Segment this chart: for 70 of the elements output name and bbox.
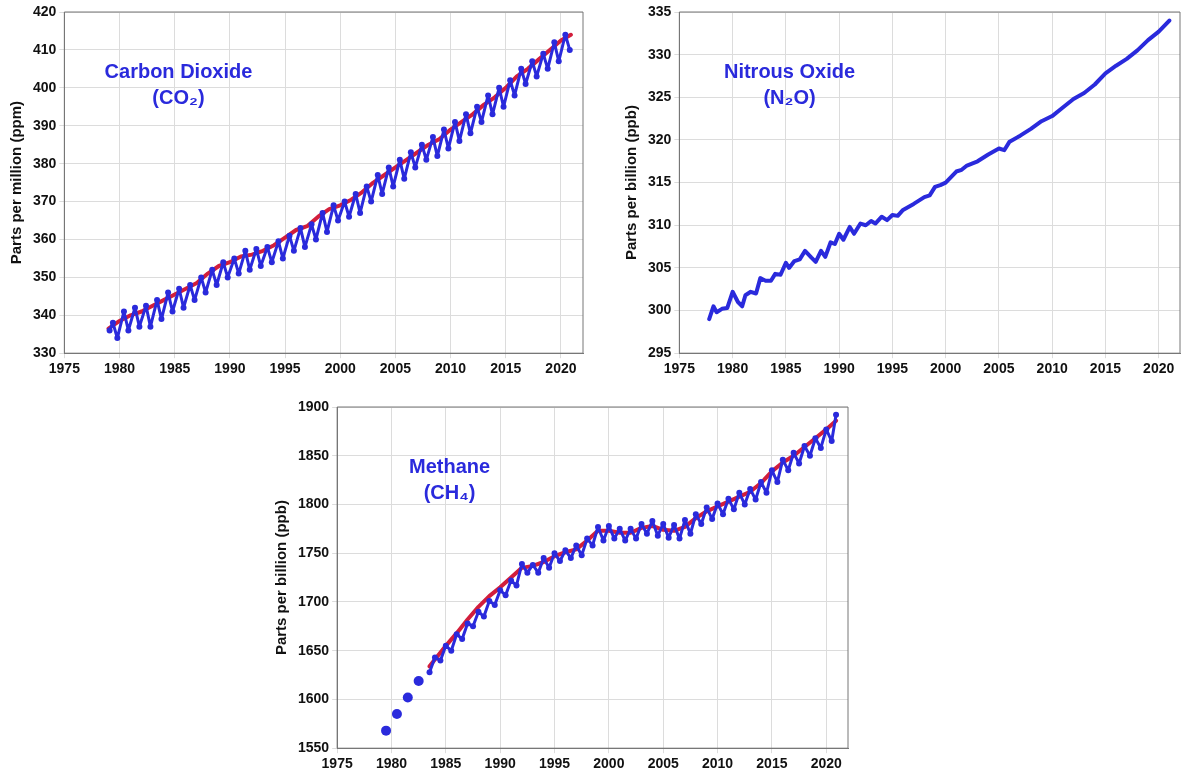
y-tick-label: 1850: [297, 446, 330, 463]
y-tick-label: 1750: [297, 544, 330, 561]
x-tick-label: 1985: [430, 755, 462, 772]
y-tick-label: 325: [648, 88, 672, 105]
x-tick-label: 2020: [1143, 360, 1175, 377]
annotation: Nitrous Oxide: [723, 59, 856, 82]
x-tick-label: 2000: [930, 360, 962, 377]
x-tick-label: 2010: [701, 755, 734, 772]
x-tick-label: 2005: [647, 755, 679, 772]
y-tick-label: 1550: [297, 739, 330, 756]
annotation: (N₂O): [763, 85, 816, 108]
y-tick-label: 1900: [297, 397, 330, 414]
y-tick-label: 380: [33, 154, 57, 171]
annotation: Carbon Dioxide: [104, 59, 253, 82]
y-tick-label: 295: [648, 344, 672, 361]
x-tick-label: 1990: [214, 360, 246, 377]
x-tick-label: 2020: [810, 755, 843, 772]
y-tick-label: 350: [33, 268, 57, 285]
x-tick-label: 2015: [490, 360, 522, 377]
y-tick-label: 400: [33, 78, 57, 95]
point: [402, 692, 413, 703]
y-tick-label: 1800: [297, 495, 330, 512]
y-tick-label: 410: [33, 40, 57, 57]
y-tick-label: 420: [33, 2, 57, 19]
point: [391, 709, 402, 720]
x-tick-label: 1975: [321, 755, 353, 772]
x-tick-label: 2000: [593, 755, 625, 772]
x-tick-label: 1985: [159, 360, 191, 377]
x-tick-label: 2005: [983, 360, 1015, 377]
x-tick-label: 2015: [1089, 360, 1122, 377]
x-tick-label: 2010: [435, 360, 467, 377]
y-tick-label: 1600: [297, 690, 330, 707]
annotation: (CH₄): [423, 480, 476, 503]
y-tick-label: 360: [33, 230, 57, 247]
x-tick-label: 1995: [876, 360, 909, 377]
x-tick-label: 1985: [770, 360, 802, 377]
point: [413, 675, 424, 686]
y-tick-label: 370: [33, 192, 57, 209]
y-axis-title: Parts per million (ppm): [7, 100, 25, 265]
y-tick-label: 305: [648, 258, 672, 275]
x-tick-label: 1975: [663, 360, 696, 377]
y-tick-label: 1700: [297, 592, 330, 609]
y-axis-title: Parts per billion (ppb): [622, 105, 640, 261]
y-tick-label: 390: [33, 116, 57, 133]
x-tick-label: 2020: [545, 360, 577, 377]
y-tick-label: 315: [648, 173, 672, 190]
x-tick-label: 2010: [1036, 360, 1068, 377]
x-tick-label: 1990: [823, 360, 855, 377]
y-tick-label: 320: [648, 130, 672, 147]
y-tick-label: 1650: [297, 641, 330, 658]
x-tick-label: 1995: [269, 360, 301, 377]
y-tick-label: 330: [33, 344, 57, 361]
y-tick-label: 340: [33, 306, 57, 323]
x-tick-label: 1980: [103, 360, 136, 377]
x-tick-label: 2000: [324, 360, 357, 377]
point: [381, 725, 392, 736]
annotation: (CO₂): [152, 85, 205, 108]
y-tick-label: 310: [648, 216, 672, 233]
x-tick-label: 2005: [379, 360, 412, 377]
y-tick-label: 335: [648, 2, 672, 19]
y-tick-label: 300: [648, 301, 672, 318]
y-axis-title: Parts per billion (ppb): [272, 500, 290, 656]
x-tick-label: 1980: [717, 360, 749, 377]
x-tick-label: 2015: [756, 755, 788, 772]
x-tick-label: 1975: [48, 360, 81, 377]
x-tick-label: 1995: [538, 755, 571, 772]
annotation: Methane: [408, 454, 491, 477]
x-tick-label: 1990: [484, 755, 516, 772]
y-tick-label: 330: [648, 45, 672, 62]
x-tick-label: 1980: [375, 755, 408, 772]
